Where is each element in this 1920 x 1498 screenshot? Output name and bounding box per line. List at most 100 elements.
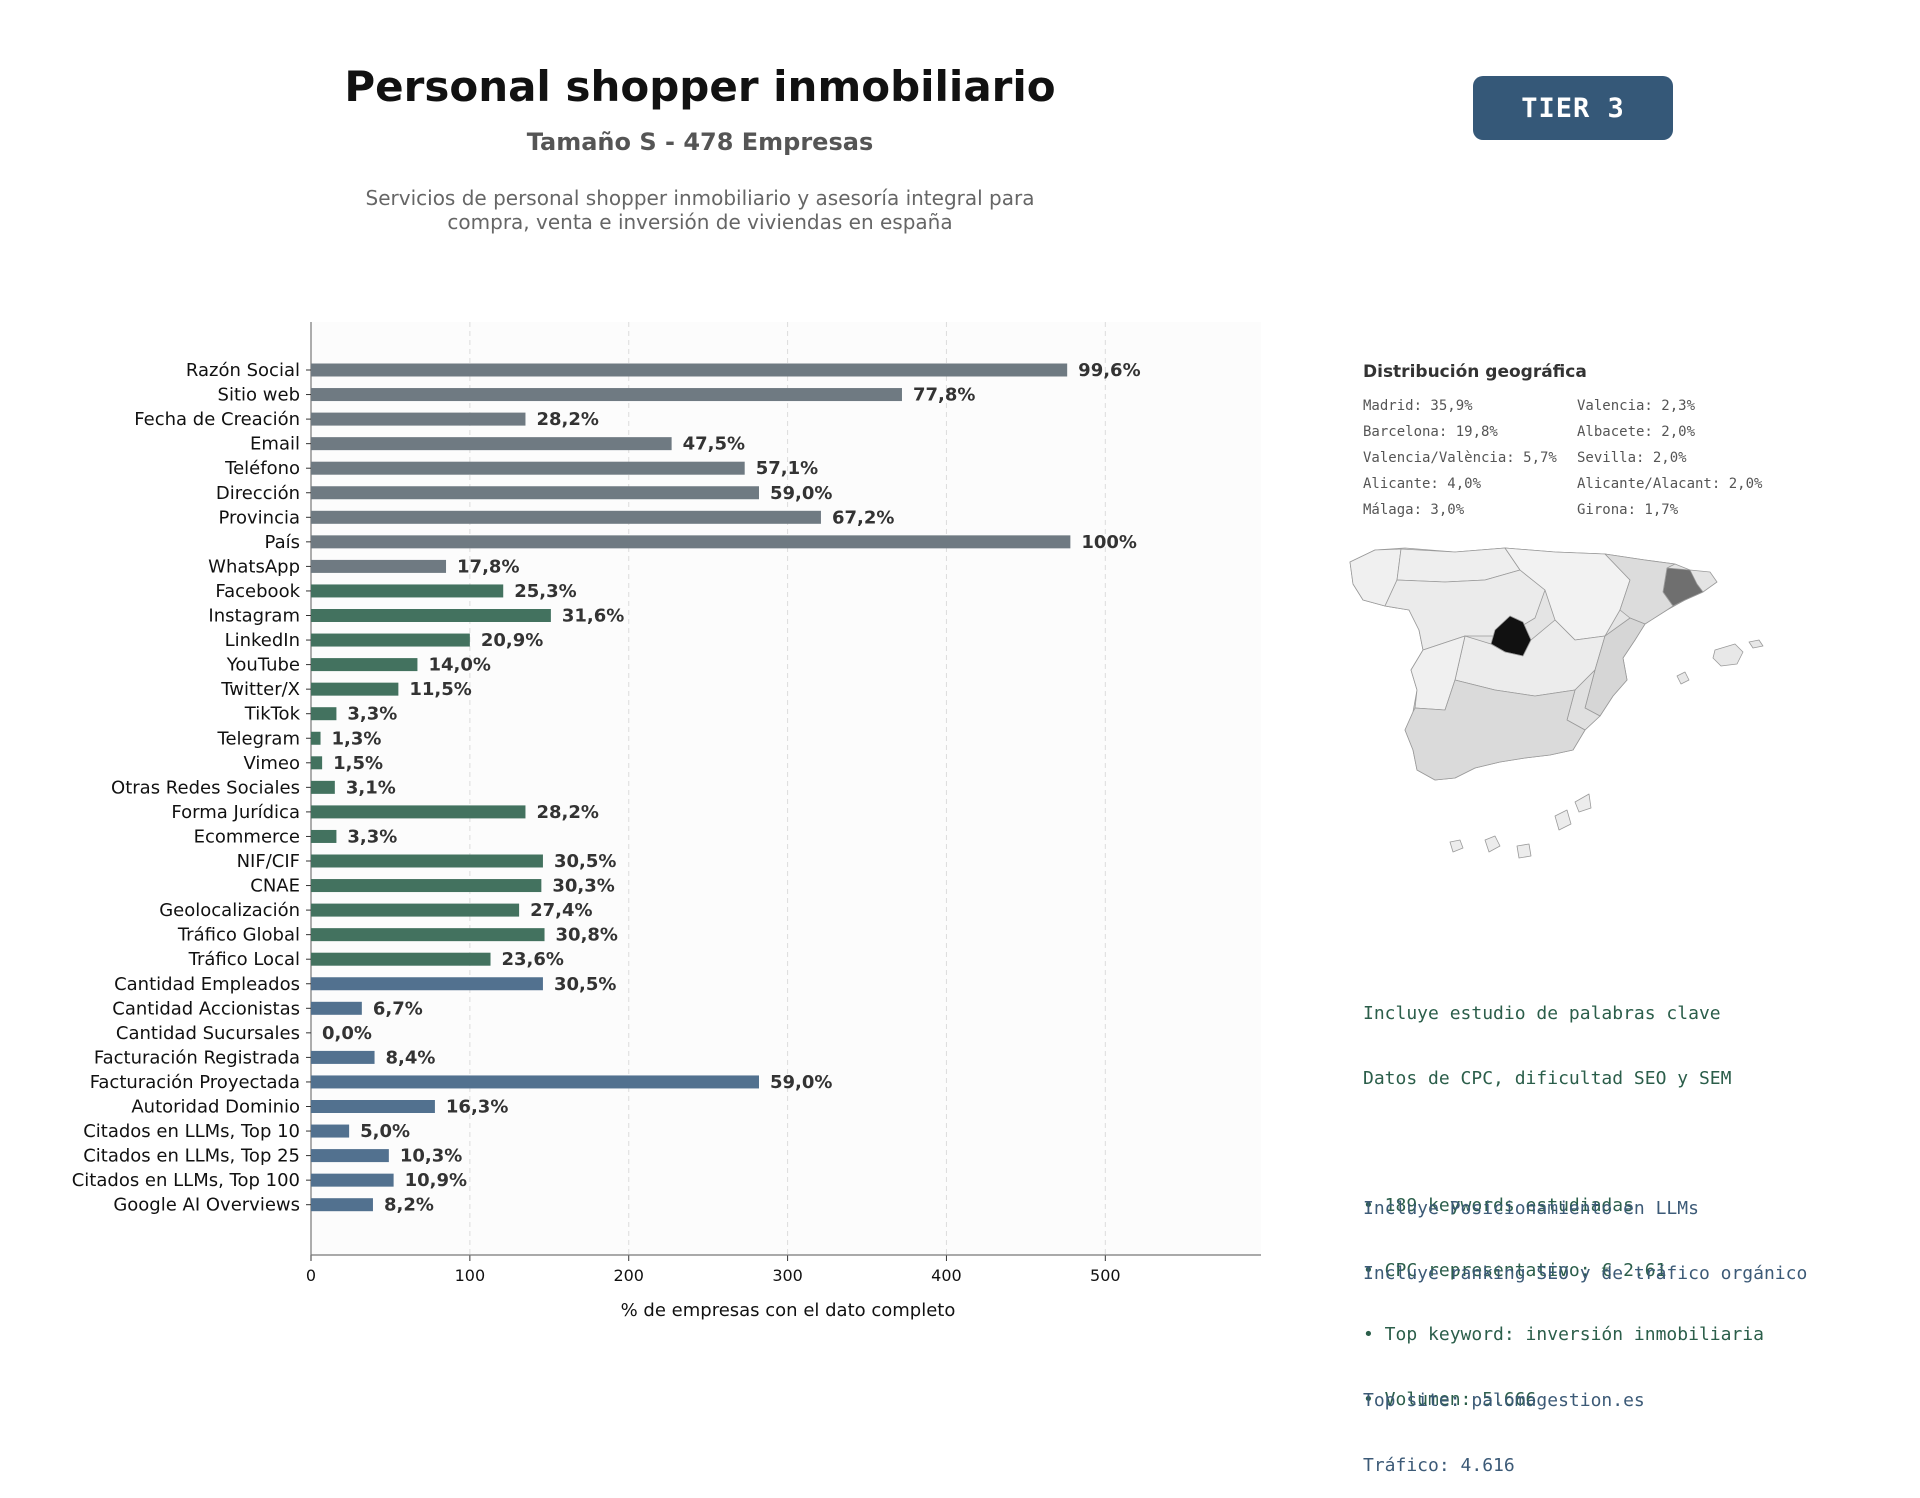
category-label: Citados en LLMs, Top 10 — [83, 1121, 300, 1142]
category-label: Instagram — [208, 606, 300, 627]
bar — [311, 510, 821, 524]
value-label: 67,2% — [832, 507, 894, 528]
bar — [311, 952, 491, 966]
x-tick-label: 100 — [455, 1266, 486, 1285]
bar — [311, 1050, 375, 1064]
bar-chart: 0 100 200 300 400 500 Razón Social 99,6% Sitio w… — [72, 322, 1261, 1321]
value-label: 30,5% — [554, 851, 616, 872]
category-label: Razón Social — [186, 360, 300, 381]
llm-top-site: Top site: palomagestion.es — [1363, 1390, 1645, 1411]
keywords-volume: • Volumen: 5.666 — [1363, 1388, 1537, 1410]
category-label: WhatsApp — [208, 556, 300, 577]
spain-map — [1345, 540, 1855, 910]
geo-item: Alicante/Alacant: 2,0% — [1577, 476, 1763, 492]
category-label: Ecommerce — [194, 826, 300, 847]
bar — [311, 388, 902, 402]
value-label: 10,9% — [405, 1170, 467, 1191]
x-tick-label: 0 — [306, 1266, 316, 1285]
llm-traffic: Tráfico: 4.616 — [1363, 1454, 1515, 1476]
x-axis-title: % de empresas con el dato completo — [621, 1300, 956, 1321]
bar — [311, 780, 335, 794]
llm-panel: Incluye Posicionamiento en LLMs Incluye … — [1363, 1155, 1807, 1498]
value-label: 1,3% — [332, 728, 382, 749]
category-label: Fecha de Creación — [134, 409, 300, 430]
bar — [311, 829, 337, 843]
x-tick-label: 400 — [931, 1266, 962, 1285]
category-label: Cantidad Sucursales — [116, 1023, 300, 1044]
chart-description: Servicios de personal shopper inmobiliar… — [300, 186, 1100, 234]
x-tick-label: 500 — [1090, 1266, 1121, 1285]
map-canary-1 — [1449, 839, 1464, 853]
category-label: Otras Redes Sociales — [111, 777, 300, 798]
value-label: 11,5% — [409, 679, 471, 700]
bar — [311, 879, 542, 893]
geo-item: Madrid: 35,9% — [1363, 398, 1473, 414]
category-label: Citados en LLMs, Top 100 — [72, 1170, 300, 1191]
bar — [311, 1198, 373, 1212]
keywords-cpc-note: Datos de CPC, dificultad SEO y SEM — [1363, 1067, 1732, 1089]
bar — [311, 903, 520, 917]
category-label: Teléfono — [224, 458, 300, 479]
value-label: 3,3% — [347, 826, 397, 847]
keywords-count: • 189 keywords estudiadas — [1363, 1195, 1634, 1216]
value-label: 16,3% — [446, 1097, 508, 1118]
value-label: 31,6% — [562, 606, 624, 627]
value-label: 20,9% — [481, 630, 543, 651]
bar — [311, 609, 551, 622]
value-label: 8,2% — [384, 1195, 434, 1216]
map-canary-5 — [1574, 793, 1592, 813]
llm-intro: Incluye Posicionamiento en LLMs — [1363, 1198, 1699, 1219]
category-label: Cantidad Accionistas — [112, 998, 300, 1019]
category-label: Facebook — [215, 581, 300, 602]
value-label: 0,0% — [322, 1023, 372, 1044]
geo-item: Girona: 1,7% — [1577, 502, 1679, 518]
value-label: 17,8% — [457, 556, 519, 577]
bar — [311, 1173, 394, 1187]
bar — [311, 486, 759, 500]
bar — [311, 559, 447, 573]
category-label: Tráfico Local — [188, 949, 300, 970]
tier-badge: TIER 3 — [1473, 76, 1673, 140]
value-label: 3,3% — [347, 704, 397, 725]
map-andalusia — [1404, 679, 1586, 781]
map-canary-4 — [1554, 809, 1572, 831]
category-label: Tráfico Global — [177, 925, 300, 946]
category-label: NIF/CIF — [237, 851, 300, 872]
category-label: LinkedIn — [225, 630, 300, 651]
bar — [311, 805, 526, 819]
geo-item: Valencia: 2,3% — [1577, 398, 1696, 414]
map-canary-3 — [1516, 843, 1532, 859]
value-label: 1,5% — [333, 753, 383, 774]
map-balearic-menorca — [1748, 639, 1764, 649]
bar — [311, 1075, 759, 1089]
geo-item: Málaga: 3,0% — [1363, 502, 1465, 518]
bar — [311, 437, 672, 451]
value-label: 28,2% — [536, 802, 598, 823]
category-label: Twitter/X — [220, 679, 300, 700]
geo-list: Madrid: 35,9% Barcelona: 19,8% Valencia/… — [1363, 398, 1793, 528]
value-label: 57,1% — [756, 458, 818, 479]
map-balearic-ibiza — [1676, 671, 1690, 685]
category-label: TikTok — [244, 704, 301, 725]
category-label: Forma Jurídica — [171, 802, 300, 823]
chart-title: Personal shopper inmobiliario — [344, 62, 1056, 111]
bar — [311, 584, 504, 598]
value-label: 8,4% — [386, 1047, 436, 1068]
category-label: Geolocalización — [159, 900, 300, 921]
category-label: Cantidad Empleados — [114, 974, 300, 995]
geo-title: Distribución geográfica — [1363, 362, 1587, 382]
keywords-cpc: • CPC representativo: € 2.61 — [1363, 1259, 1667, 1281]
value-label: 59,0% — [770, 1072, 832, 1093]
geo-item: Valencia/València: 5,7% — [1363, 450, 1557, 466]
category-label: Facturación Registrada — [94, 1047, 300, 1068]
plot-area — [311, 322, 1261, 1255]
geo-item: Barcelona: 19,8% — [1363, 424, 1498, 440]
value-label: 100% — [1081, 532, 1137, 553]
value-label: 23,6% — [502, 949, 564, 970]
bar — [311, 928, 545, 942]
bar — [311, 633, 470, 647]
category-label: Dirección — [216, 483, 300, 504]
category-label: Provincia — [218, 507, 300, 528]
keywords-top: • Top keyword: inversión inmobiliaria — [1363, 1324, 1764, 1345]
value-label: 6,7% — [373, 998, 423, 1019]
